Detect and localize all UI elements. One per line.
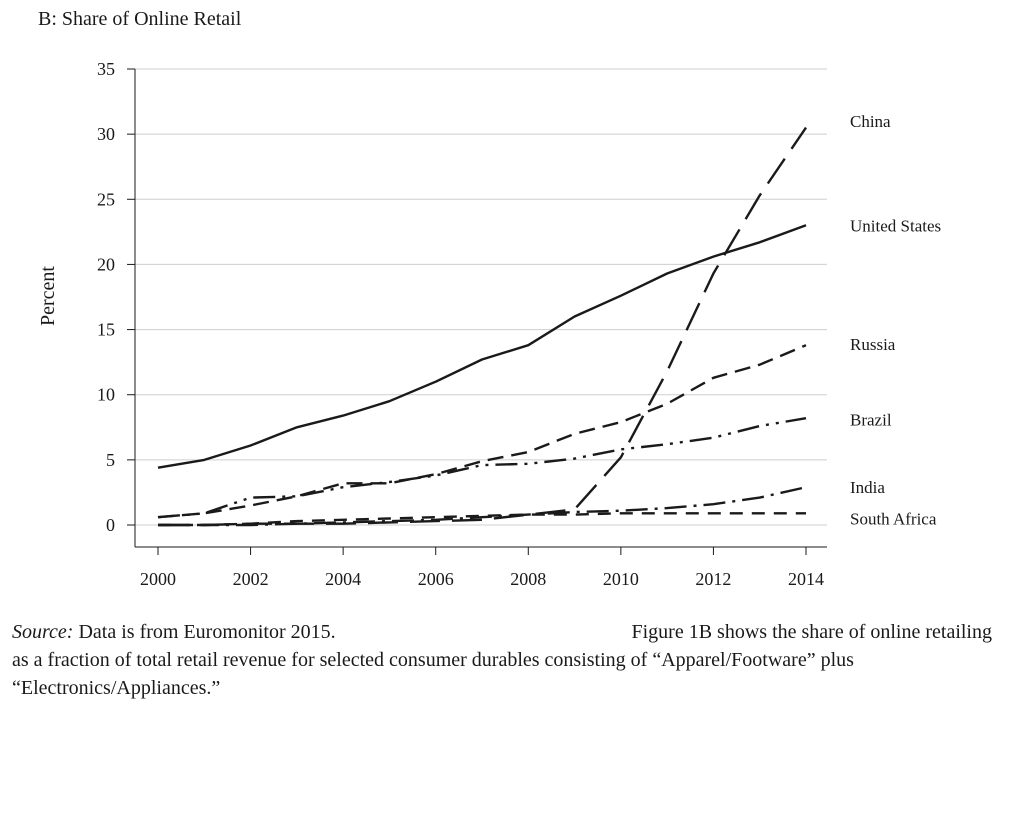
y-tick-label-25: 25 <box>97 189 115 209</box>
y-tick-label-30: 30 <box>97 124 115 144</box>
series-labels: China United States Russia Brazil India South… <box>850 112 941 528</box>
x-tick-label-2012: 2012 <box>695 569 731 589</box>
series-label-china: China <box>850 112 891 131</box>
x-tick-label-2002: 2002 <box>233 569 269 589</box>
series-line-south-africa <box>158 512 806 527</box>
x-tick-label-2000: 2000 <box>140 569 176 589</box>
caption-line-1: Source: Data is from Euromonitor 2015. F… <box>12 618 992 646</box>
series-label-united-states: United States <box>850 216 941 235</box>
y-tick-label-35: 35 <box>97 59 115 79</box>
note-text-3: “Electronics/Appliances.” <box>12 677 221 699</box>
y-tick-label-5: 5 <box>106 450 115 470</box>
series-line-united-states <box>157 224 807 469</box>
series-label-south-africa: South Africa <box>850 509 937 528</box>
series-lines <box>157 126 807 527</box>
y-tick-label-10: 10 <box>97 385 115 405</box>
series-line-brazil <box>157 417 807 519</box>
source-label: Source: <box>12 621 74 643</box>
x-tick-label-2004: 2004 <box>325 569 361 589</box>
y-tick-label-15: 15 <box>97 320 115 340</box>
y-tick-label-0: 0 <box>106 515 115 535</box>
y-tick-label-20: 20 <box>97 254 115 274</box>
x-tick-label-2006: 2006 <box>418 569 454 589</box>
y-axis-label: Percent <box>37 266 59 326</box>
source-text: Data is from Euromonitor 2015. <box>73 621 336 643</box>
x-tick-label-2008: 2008 <box>510 569 546 589</box>
note-text-1: Figure 1B shows the share of online reta… <box>631 621 993 643</box>
line-chart: B: Share of Online Retail Percent 0 5 10 15… <box>37 8 941 589</box>
series-line-russia <box>157 344 807 519</box>
series-label-india: India <box>850 478 885 497</box>
x-tick-label-2014: 2014 <box>788 569 824 589</box>
figure-caption: Source: Data is from Euromonitor 2015. F… <box>12 618 992 702</box>
source-note: Source: Data is from Euromonitor 2015. <box>12 618 336 646</box>
gridlines <box>135 68 827 526</box>
series-line-india <box>158 486 807 527</box>
chart-title: B: Share of Online Retail <box>38 8 242 30</box>
series-line-china <box>158 126 807 527</box>
series-label-brazil: Brazil <box>850 410 892 429</box>
note-text-2: as a fraction of total retail revenue fo… <box>12 649 854 671</box>
tick-labels: 0 5 10 15 20 25 30 35 2000 2002 2004 2006 2008 2010 20… <box>97 59 824 589</box>
series-label-russia: Russia <box>850 335 896 354</box>
axes <box>127 68 827 555</box>
x-tick-label-2010: 2010 <box>603 569 639 589</box>
